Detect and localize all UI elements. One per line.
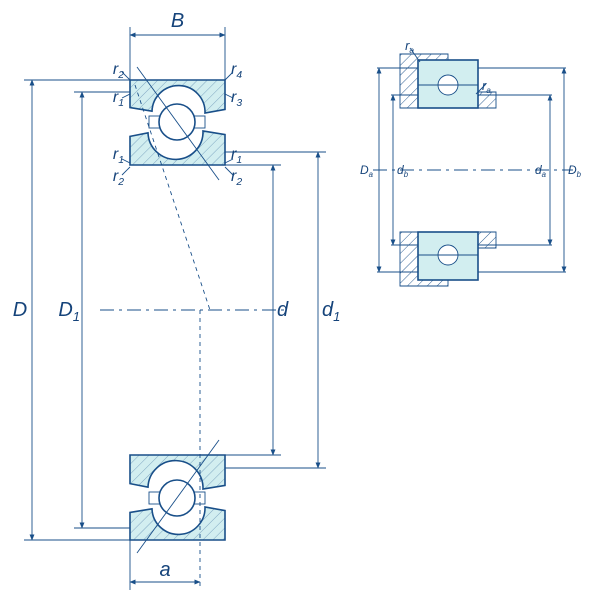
- label-D: D: [13, 299, 27, 321]
- label-r2-bl: r2: [113, 168, 124, 188]
- label-r1-lr: r1: [231, 146, 242, 166]
- label-r4: r4: [231, 61, 242, 81]
- label-B: B: [171, 10, 184, 32]
- bearing-technical-drawing: BDD1dd1ar2r4r1r3r1r1r2r2 rara DadbdaDb: [0, 0, 600, 600]
- label-r2-tl: r2: [113, 61, 124, 81]
- label-db: db: [397, 163, 409, 179]
- label-Da: Da: [360, 163, 374, 179]
- main-cross-section: [100, 67, 285, 553]
- label-a: a: [159, 559, 170, 581]
- inset-cross-section: rara: [373, 38, 573, 286]
- label-d1: d1: [322, 299, 340, 324]
- label-r1-ll: r1: [113, 146, 124, 166]
- label-r2-br: r2: [231, 168, 242, 188]
- label-D1: D1: [58, 299, 80, 324]
- label-d: d: [277, 299, 289, 321]
- label-da: da: [535, 163, 547, 179]
- label-Db: Db: [568, 163, 582, 179]
- label-r3: r3: [231, 89, 242, 109]
